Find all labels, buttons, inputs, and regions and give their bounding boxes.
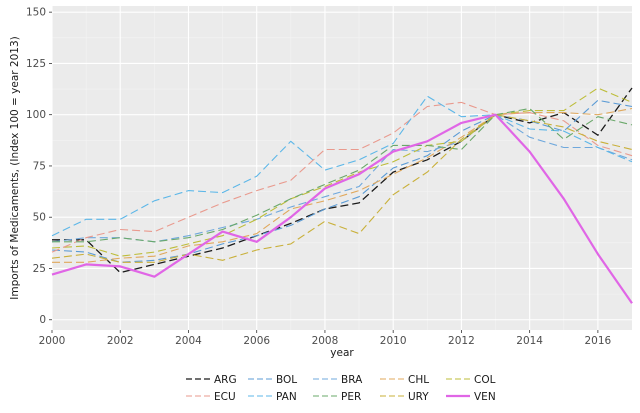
x-axis-title: year [330, 347, 354, 359]
y-tick-label: 150 [26, 7, 46, 19]
grid-lines [51, 6, 632, 330]
y-tick-label: 75 [33, 160, 46, 172]
series-line-col [51, 87, 633, 257]
x-tick-label: 2004 [175, 335, 202, 347]
legend-label-col: COL [474, 374, 496, 386]
legend-label-chl: CHL [408, 374, 429, 386]
series-lines [51, 87, 633, 304]
legend: ARG BOL BRA CHL COL ECU PAN PER URY VEN [186, 374, 496, 403]
series-line-arg [52, 87, 633, 274]
y-tick-label: 25 [33, 263, 46, 275]
series-line-ven [51, 113, 633, 304]
legend-label-ven: VEN [474, 391, 496, 403]
legend-label-pan: PAN [276, 391, 297, 403]
legend-label-per: PER [341, 391, 361, 403]
legend-label-ecu: ECU [214, 391, 236, 403]
legend-label-arg: ARG [214, 374, 237, 386]
x-tick-label: 2010 [380, 335, 407, 347]
x-axis-ticks: 2000 2002 2004 2006 2008 2010 2012 2014 2016 [39, 330, 612, 347]
x-tick-label: 2000 [39, 335, 66, 347]
legend-label-bol: BOL [276, 374, 297, 386]
series-line-ecu [51, 101, 633, 253]
x-tick-label: 2014 [516, 335, 543, 347]
series-line-per [52, 107, 633, 243]
y-axis-ticks: 0 25 50 75 100 125 150 [26, 7, 52, 326]
x-tick-label: 2006 [243, 335, 270, 347]
plot-area [52, 6, 632, 330]
legend-label-ury: URY [408, 391, 429, 403]
y-axis-title: Imports of Medicaments, (Index 100 = yea… [9, 36, 21, 299]
series-line-ury [51, 114, 633, 263]
series-line-pan [51, 95, 633, 237]
y-tick-label: 100 [26, 109, 46, 121]
x-tick-label: 2012 [448, 335, 475, 347]
series-line-chl [52, 107, 633, 263]
y-tick-label: 50 [33, 212, 46, 224]
x-tick-label: 2016 [585, 335, 612, 347]
x-tick-label: 2002 [107, 335, 134, 347]
y-tick-label: 125 [26, 58, 46, 70]
y-tick-label: 0 [39, 314, 46, 326]
series-line-bol [51, 99, 633, 263]
legend-label-bra: BRA [341, 374, 363, 386]
x-tick-label: 2008 [312, 335, 339, 347]
